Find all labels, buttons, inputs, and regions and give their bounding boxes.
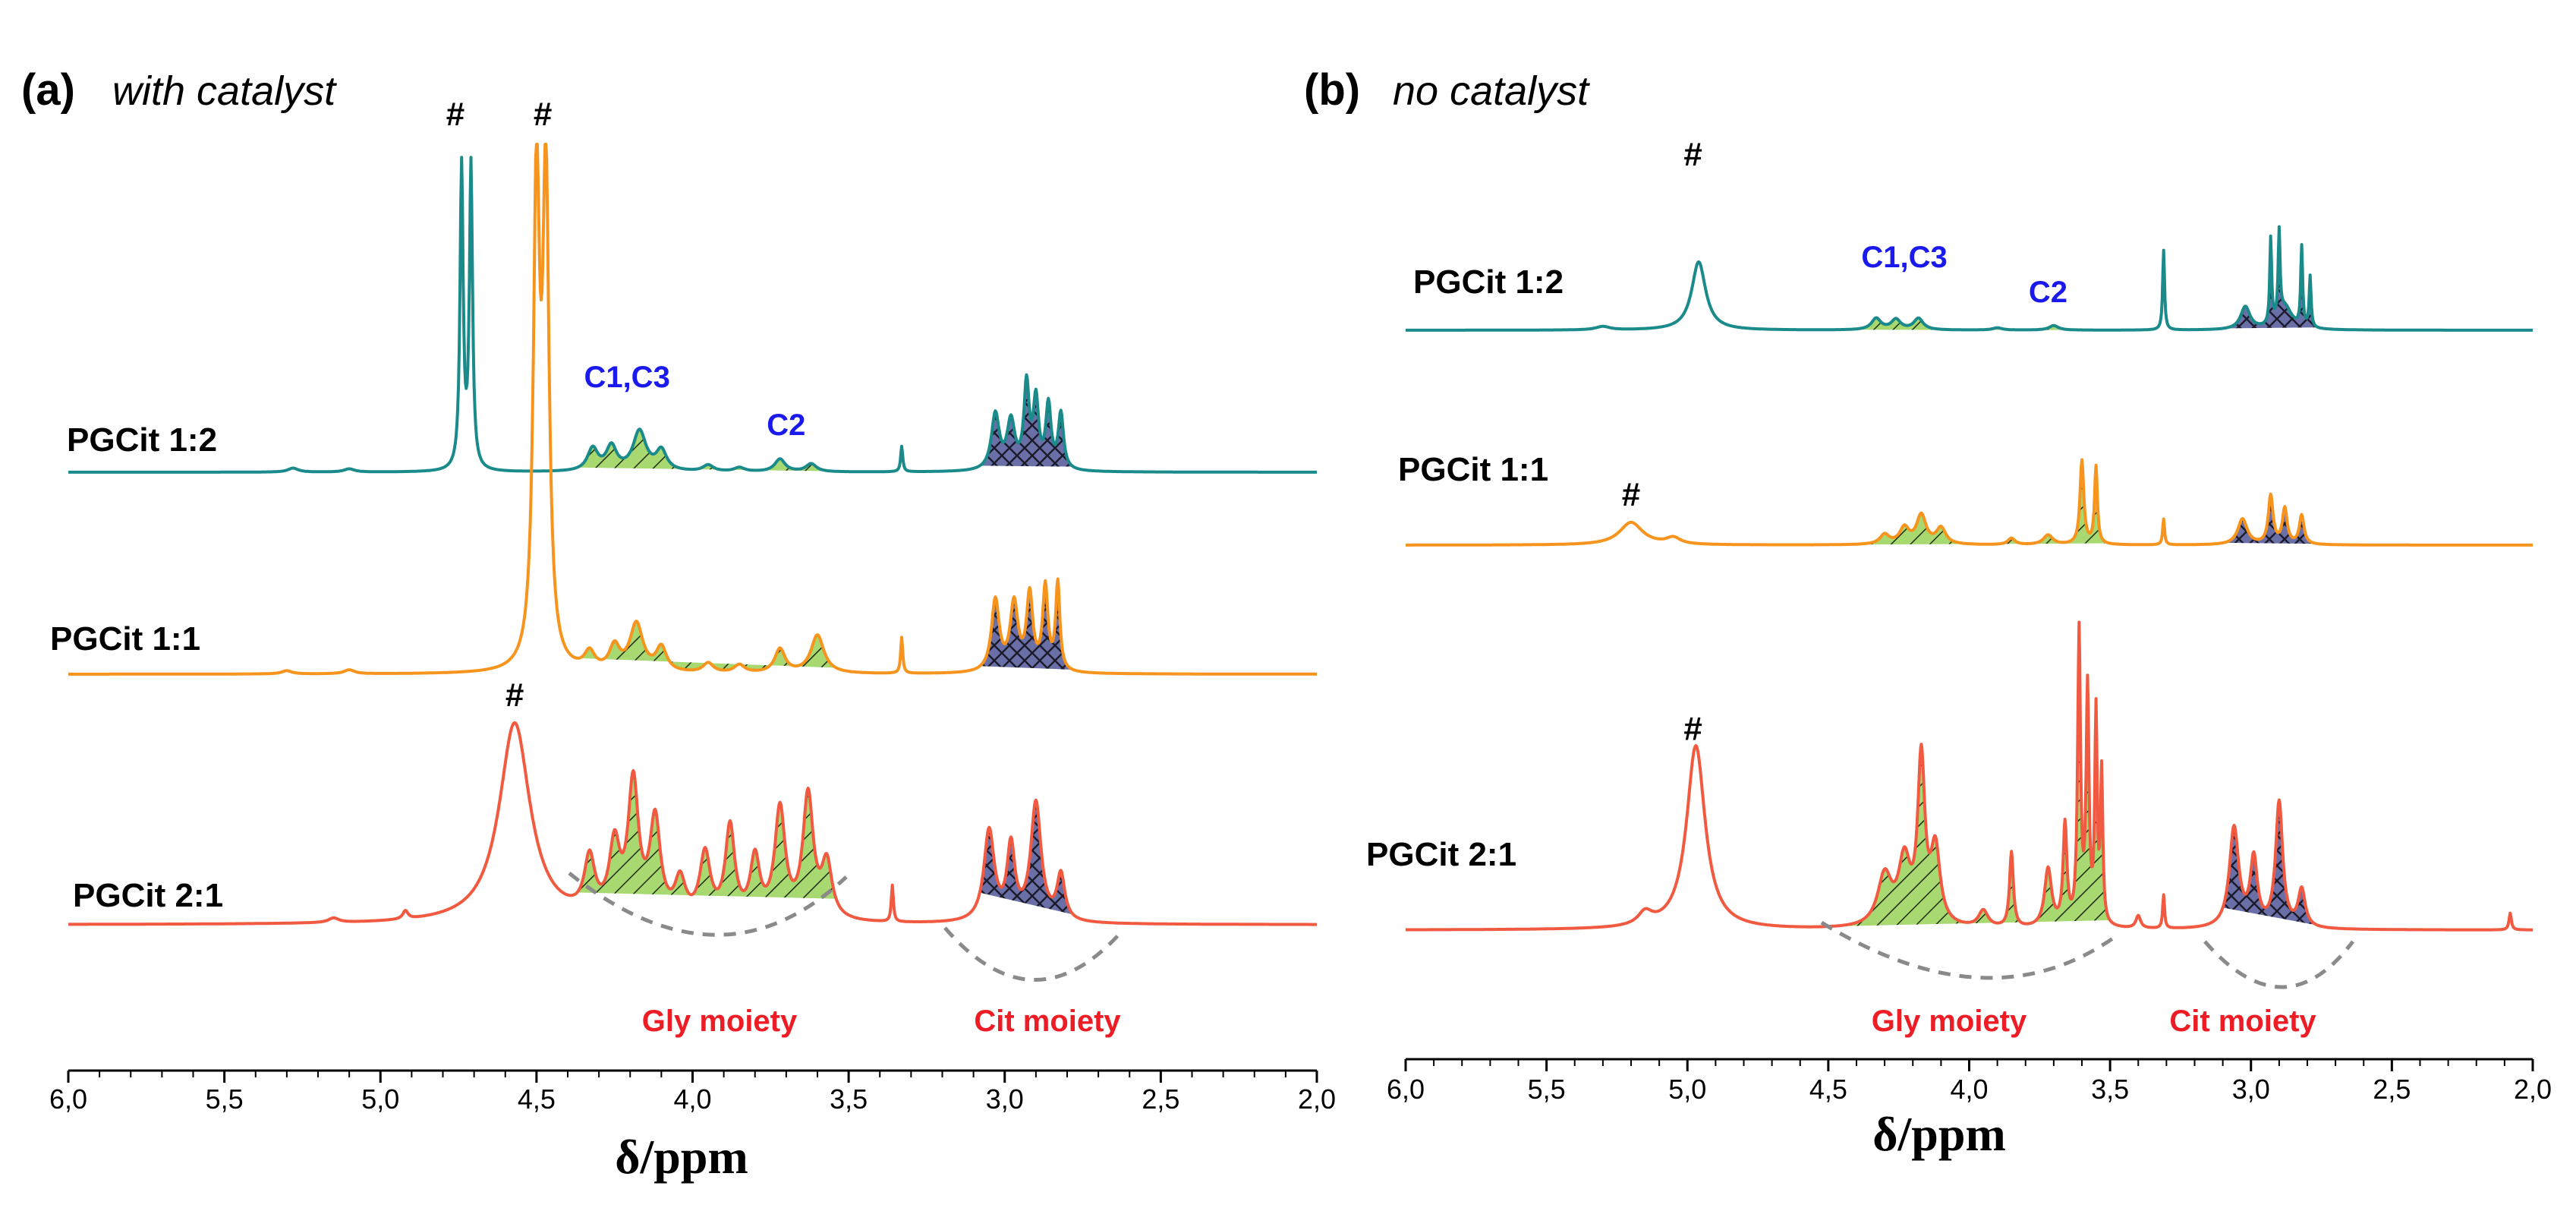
- annotation-label: #: [1622, 476, 1640, 513]
- sample-label: PGCit 1:1: [1398, 451, 1548, 488]
- annotations-a: C1,C3 C2 # # # Gly moiety Cit moiety: [446, 96, 1122, 1038]
- panel-condition-a: with catalyst: [112, 68, 337, 114]
- panel-letter-b: (b): [1304, 65, 1360, 115]
- panel-condition-b: no catalyst: [1393, 68, 1590, 114]
- annotation-label: #: [1683, 710, 1702, 747]
- annotation-label: #: [446, 96, 464, 133]
- spectrum-line: [68, 156, 1318, 474]
- spectrum-line: [68, 143, 1318, 676]
- annotation-label: #: [505, 677, 524, 714]
- x-tick-label: 3,0: [986, 1083, 1024, 1115]
- x-tick-label: 3,5: [2091, 1074, 2129, 1105]
- x-tick-label: 5,5: [206, 1083, 244, 1115]
- annotation-label: C2: [2029, 276, 2067, 309]
- spectrum-line: [68, 721, 1318, 926]
- annotation-label: #: [534, 96, 552, 133]
- sample-label: PGCit 1:2: [1413, 263, 1564, 301]
- shaded-region-gly: [577, 429, 836, 472]
- x-axis-b: 6,0 5,5 5,0 4,5 4,0 3,5 3,0 2,5 2,0: [1387, 1058, 2552, 1105]
- x-tick-label: 5,5: [1528, 1074, 1566, 1105]
- spectrum-line: [1404, 620, 2534, 932]
- x-tick-label: 5,0: [1668, 1074, 1706, 1105]
- spectra-a: [68, 143, 1318, 926]
- x-tick-label: 6,0: [49, 1083, 87, 1115]
- x-tick-label: 2,5: [2373, 1074, 2411, 1105]
- shaded-region-gly: [577, 771, 836, 899]
- x-tick-label: 5,0: [361, 1083, 399, 1115]
- panel-b: (b) no catalyst C1,C3 C2 # # # Gly moiety Cit …: [1304, 65, 2552, 1161]
- panel-a: (a) with catalyst C1,C3 C2 # # # Gly moiety Ci…: [21, 65, 1336, 1184]
- spectrum-line: [1404, 225, 2534, 332]
- annotations-b: C1,C3 C2 # # # Gly moiety Cit moiety: [1622, 136, 2354, 1038]
- spectrum-line: [1404, 458, 2534, 547]
- panel-letter-a: (a): [21, 65, 75, 115]
- annotation-label: C2: [767, 408, 805, 442]
- shaded-region-gly: [1828, 459, 2111, 545]
- x-tick-label: 3,5: [830, 1083, 868, 1115]
- x-tick-label: 3,0: [2232, 1074, 2270, 1105]
- shaded-regions-b: [1828, 227, 2319, 927]
- moiety-brace: [568, 872, 848, 937]
- sample-label: PGCit 2:1: [73, 877, 223, 914]
- sample-label: PGCit 2:1: [1366, 836, 1516, 873]
- annotation-label: Gly moiety: [1872, 1005, 2027, 1038]
- annotation-label: Cit moiety: [2169, 1005, 2316, 1038]
- sample-label: PGCit 1:1: [50, 620, 200, 658]
- x-tick-label: 4,5: [1809, 1074, 1847, 1105]
- annotation-label: C1,C3: [1861, 241, 1947, 274]
- x-axis-label-a: δ/ppm: [615, 1130, 748, 1184]
- moiety-brace: [2203, 940, 2354, 989]
- x-tick-label: 6,0: [1387, 1074, 1425, 1105]
- moiety-brace: [1820, 920, 2115, 980]
- x-tick-label: 2,5: [1142, 1083, 1179, 1115]
- annotation-label: Gly moiety: [642, 1005, 798, 1038]
- shaded-region-gly: [577, 621, 836, 670]
- spectra-b: [1404, 225, 2534, 932]
- x-tick-label: 2,0: [1298, 1083, 1336, 1115]
- x-tick-label: 4,0: [673, 1083, 711, 1115]
- x-axis-label-b: δ/ppm: [1872, 1107, 2006, 1161]
- annotation-label: C1,C3: [584, 361, 669, 394]
- x-tick-label: 4,5: [518, 1083, 556, 1115]
- x-axis-a: 6,0 5,5 5,0 4,5 4,0 3,5 3,0 2,5 2,0: [49, 1069, 1336, 1115]
- shaded-region-gly: [1828, 666, 2111, 927]
- x-tick-label: 2,0: [2514, 1074, 2552, 1105]
- sample-label: PGCit 1:2: [67, 421, 217, 459]
- moiety-brace: [943, 926, 1121, 982]
- annotation-label: #: [1683, 136, 1702, 173]
- x-tick-label: 4,0: [1950, 1074, 1988, 1105]
- annotation-label: Cit moiety: [974, 1005, 1121, 1038]
